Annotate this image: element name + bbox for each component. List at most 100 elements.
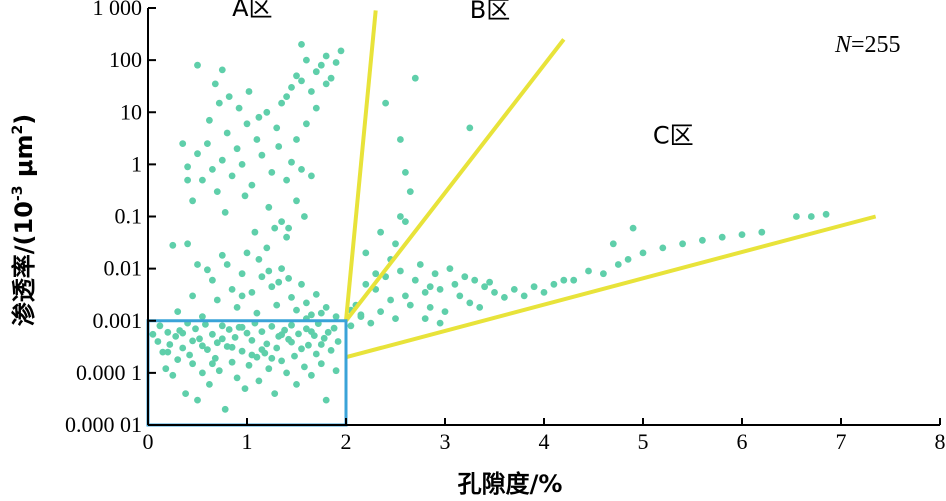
data-point [406, 301, 414, 309]
y-axis-title-exp: -3 [10, 186, 26, 202]
data-point [793, 213, 800, 220]
data-point [471, 276, 479, 284]
data-point [149, 330, 157, 338]
data-point [209, 330, 216, 338]
data-point [301, 363, 308, 371]
data-point [312, 68, 320, 76]
data-point [288, 338, 295, 346]
x-tick-label: 1 [242, 429, 253, 454]
data-point [337, 47, 345, 55]
data-point [218, 156, 226, 164]
data-point [362, 280, 370, 288]
x-axis-title: 孔隙度/% [458, 470, 563, 498]
n-label: N=255 [834, 32, 901, 58]
data-point [271, 390, 279, 397]
data-point [758, 228, 766, 236]
data-point [540, 289, 548, 296]
data-point [614, 261, 622, 268]
data-point [221, 405, 229, 413]
data-point [402, 292, 409, 300]
data-point [258, 346, 266, 353]
data-point [213, 296, 221, 304]
data-point [218, 251, 226, 259]
data-point [476, 304, 484, 311]
data-point [209, 166, 216, 173]
data-point [285, 275, 292, 282]
data-point [223, 129, 231, 137]
data-point [245, 361, 253, 369]
data-point [807, 213, 815, 220]
data-point [397, 267, 404, 275]
data-point [481, 283, 488, 291]
data-point [166, 341, 174, 348]
data-point [295, 330, 302, 338]
y-tick-label: 0.000 1 [76, 360, 142, 385]
data-point [317, 360, 325, 368]
data-point [206, 116, 213, 124]
data-point [283, 369, 290, 377]
data-point [510, 286, 518, 293]
data-point [228, 343, 236, 351]
data-point [283, 176, 290, 184]
data-point [298, 77, 305, 85]
data-point [466, 299, 474, 307]
data-point [225, 326, 233, 333]
data-point [174, 308, 182, 315]
data-point [303, 299, 310, 307]
data-point [268, 169, 276, 176]
data-point [451, 280, 459, 288]
data-point [271, 224, 279, 232]
data-point [179, 344, 187, 352]
zone-label: C区 [653, 122, 694, 150]
data-point [238, 347, 246, 355]
x-tick-label: 6 [737, 429, 748, 454]
data-point [199, 342, 206, 350]
data-point [199, 313, 206, 320]
data-point [301, 213, 308, 220]
data-point [258, 328, 266, 335]
data-point [278, 265, 285, 272]
data-point [303, 120, 310, 128]
axes-layer [147, 7, 941, 426]
data-point [397, 136, 404, 143]
data-point [324, 328, 332, 336]
data-point [406, 188, 414, 196]
data-point [283, 233, 290, 241]
data-point [245, 88, 253, 95]
data-point [248, 337, 256, 344]
data-point [298, 345, 305, 353]
data-point [265, 203, 273, 211]
data-point [255, 113, 263, 121]
data-point [199, 369, 206, 377]
data-point [241, 192, 249, 200]
data-point [288, 321, 295, 329]
data-point [182, 390, 190, 397]
data-point [248, 181, 256, 189]
data-point [560, 276, 568, 284]
data-point [202, 321, 209, 328]
data-point [169, 241, 177, 249]
data-point [367, 319, 375, 327]
data-point [291, 352, 298, 360]
data-point [243, 120, 251, 128]
data-point [372, 270, 380, 278]
data-point [204, 140, 211, 148]
x-tick-label: 2 [341, 429, 352, 454]
data-point [278, 357, 285, 365]
data-point [278, 218, 285, 226]
x-tick-label: 8 [935, 429, 946, 454]
data-point [426, 304, 434, 311]
data-point [312, 291, 320, 298]
data-point [312, 350, 320, 358]
data-point [461, 273, 469, 281]
data-point [585, 267, 592, 275]
zone-labels: A区 B区 C区 [232, 0, 694, 150]
y-tick-label: 0.001 [93, 308, 143, 333]
data-point [184, 176, 192, 184]
data-point [639, 249, 647, 257]
data-point [298, 166, 305, 173]
data-point [189, 337, 197, 345]
data-point [303, 325, 310, 333]
